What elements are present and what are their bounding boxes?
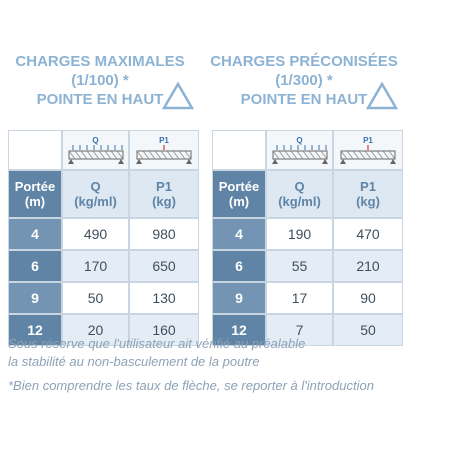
data-row: 6 170 650: [8, 250, 199, 282]
header-cell: Q (kg/ml): [266, 170, 333, 218]
data-cell: 7: [266, 314, 333, 346]
icon-label: P1: [159, 135, 169, 145]
data-cell: 50: [62, 282, 129, 314]
header-text: (kg): [152, 194, 176, 209]
data-cell: 50: [333, 314, 403, 346]
header-cell: P1 (kg): [333, 170, 403, 218]
data-cell: 210: [333, 250, 403, 282]
truss-icon: [67, 144, 124, 164]
icon-label: Q: [92, 135, 99, 145]
data-cell: 190: [266, 218, 333, 250]
table-title: CHARGES MAXIMALES (1/100) * POINTE EN HAUT: [0, 52, 200, 109]
data-cell: 4: [212, 218, 266, 250]
data-cell: 12: [212, 314, 266, 346]
data-cell: 90: [333, 282, 403, 314]
header-text: (kg): [356, 194, 380, 209]
title-line: CHARGES PRÉCONISÉES: [210, 53, 398, 70]
data-row: 12 7 50: [212, 314, 403, 346]
title-line: CHARGES MAXIMALES: [15, 53, 185, 70]
title-line: POINTE EN HAUT: [240, 91, 368, 108]
note: la stabilité au non-basculement de la po…: [8, 354, 260, 369]
data-cell: 6: [212, 250, 266, 282]
header-text: Portée: [14, 179, 56, 194]
title-line: (1/100) *: [71, 72, 129, 89]
header-text: (m): [228, 194, 250, 209]
header-cell: Q (kg/ml): [62, 170, 129, 218]
header-text: (kg/ml): [278, 194, 321, 209]
note: *Bien comprendre les taux de flèche, se …: [8, 378, 374, 393]
truss-icon: [340, 144, 396, 164]
triangle-icon: [365, 81, 399, 110]
data-cell: 9: [212, 282, 266, 314]
data-cell: 4: [8, 218, 62, 250]
header-text: (m): [24, 194, 46, 209]
data-cell: 130: [129, 282, 199, 314]
icon-label: P1: [363, 135, 373, 145]
table: Q P1 Portée (m) Q (kg/ml) P1 (kg) 4 190 470 6 55 210 9…: [212, 130, 403, 346]
header-text: P1: [156, 179, 172, 194]
icon-cell: Q: [62, 130, 129, 170]
data-row: 6 55 210: [212, 250, 403, 282]
data-cell: 17: [266, 282, 333, 314]
header-text: Portée: [218, 179, 260, 194]
data-cell: 55: [266, 250, 333, 282]
data-row: 9 17 90: [212, 282, 403, 314]
header-text: P1: [360, 179, 376, 194]
data-row: 4 490 980: [8, 218, 199, 250]
data-cell: 6: [8, 250, 62, 282]
data-row: 12 20 160: [8, 314, 199, 346]
data-cell: 170: [62, 250, 129, 282]
header-text: Q: [90, 179, 101, 194]
icon-label: Q: [296, 135, 303, 145]
data-cell: 160: [129, 314, 199, 346]
header-cell: Portée (m): [212, 170, 266, 218]
cell: [8, 130, 62, 170]
header-row: Portée (m) Q (kg/ml) P1 (kg): [212, 170, 403, 218]
icon-cell: P1: [129, 130, 199, 170]
data-cell: 650: [129, 250, 199, 282]
data-row: 9 50 130: [8, 282, 199, 314]
header-row: Portée (m) Q (kg/ml) P1 (kg): [8, 170, 199, 218]
icon-cell: Q: [266, 130, 333, 170]
triangle-icon: [161, 81, 195, 110]
cell: [212, 130, 266, 170]
icon-cell: P1: [333, 130, 403, 170]
table: Q P1 Portée (m) Q (kg/ml) P1 (kg) 4 490 980 6 170 650…: [8, 130, 199, 346]
data-row: 4 190 470: [212, 218, 403, 250]
truss-icon: [136, 144, 192, 164]
title-line: POINTE EN HAUT: [36, 91, 164, 108]
truss-icon: [271, 144, 328, 164]
table-title: CHARGES PRÉCONISÉES (1/300) * POINTE EN HA…: [204, 52, 404, 109]
data-cell: 490: [62, 218, 129, 250]
data-cell: 20: [62, 314, 129, 346]
data-cell: 9: [8, 282, 62, 314]
icon-row: Q P1: [8, 130, 199, 170]
title-line: (1/300) *: [275, 72, 333, 89]
note: Sous réserve que l'utilisateur ait vérif…: [8, 336, 306, 351]
icon-row: Q P1: [212, 130, 403, 170]
header-cell: P1 (kg): [129, 170, 199, 218]
data-cell: 980: [129, 218, 199, 250]
data-cell: 12: [8, 314, 62, 346]
header-text: Q: [294, 179, 305, 194]
data-cell: 470: [333, 218, 403, 250]
header-cell: Portée (m): [8, 170, 62, 218]
header-text: (kg/ml): [74, 194, 117, 209]
